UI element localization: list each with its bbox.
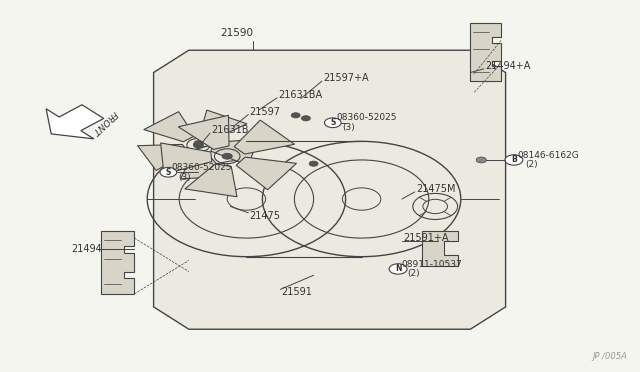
- Text: FRONT: FRONT: [90, 109, 118, 137]
- Polygon shape: [101, 231, 134, 294]
- Text: 21591: 21591: [282, 287, 312, 297]
- Circle shape: [291, 113, 300, 118]
- Circle shape: [476, 157, 486, 163]
- Text: 21494: 21494: [72, 244, 102, 254]
- Text: 21590: 21590: [220, 29, 253, 38]
- Text: 21475M: 21475M: [416, 184, 456, 194]
- Text: (2): (2): [408, 269, 420, 278]
- Polygon shape: [154, 50, 506, 329]
- Text: 08911-10537: 08911-10537: [401, 260, 462, 269]
- Text: 21631BA: 21631BA: [278, 90, 323, 100]
- Circle shape: [222, 153, 232, 159]
- Text: 21597: 21597: [250, 107, 280, 116]
- Circle shape: [160, 167, 177, 177]
- Polygon shape: [234, 120, 294, 154]
- Polygon shape: [46, 105, 104, 139]
- Polygon shape: [236, 157, 296, 190]
- Text: N: N: [395, 264, 401, 273]
- Text: 21597+A: 21597+A: [323, 73, 369, 83]
- Polygon shape: [179, 115, 229, 150]
- Polygon shape: [422, 231, 458, 266]
- Polygon shape: [185, 164, 237, 197]
- Text: 08360-52025: 08360-52025: [336, 113, 397, 122]
- Text: 21475: 21475: [250, 211, 280, 221]
- Circle shape: [309, 161, 318, 166]
- Polygon shape: [180, 153, 227, 179]
- Polygon shape: [211, 139, 259, 165]
- Polygon shape: [199, 110, 247, 140]
- Circle shape: [389, 264, 407, 274]
- Text: S: S: [330, 118, 335, 127]
- Circle shape: [324, 118, 341, 128]
- Text: 08360-52025: 08360-52025: [172, 163, 232, 172]
- Text: 08146-6162G: 08146-6162G: [517, 151, 579, 160]
- Text: B: B: [511, 155, 516, 164]
- Text: (2): (2): [525, 160, 538, 169]
- Circle shape: [194, 141, 203, 146]
- Text: 21631B: 21631B: [211, 125, 249, 135]
- Text: JP /005A: JP /005A: [593, 352, 627, 361]
- Circle shape: [505, 155, 523, 165]
- Text: 21591+A: 21591+A: [403, 233, 449, 243]
- Circle shape: [193, 142, 204, 148]
- Polygon shape: [470, 23, 501, 81]
- Polygon shape: [161, 143, 212, 174]
- Polygon shape: [138, 144, 188, 170]
- Text: S: S: [166, 168, 171, 177]
- Circle shape: [301, 116, 310, 121]
- Polygon shape: [144, 112, 195, 142]
- Text: 21494+A: 21494+A: [485, 61, 531, 71]
- Text: (3): (3): [342, 123, 355, 132]
- Text: (3): (3): [178, 173, 191, 182]
